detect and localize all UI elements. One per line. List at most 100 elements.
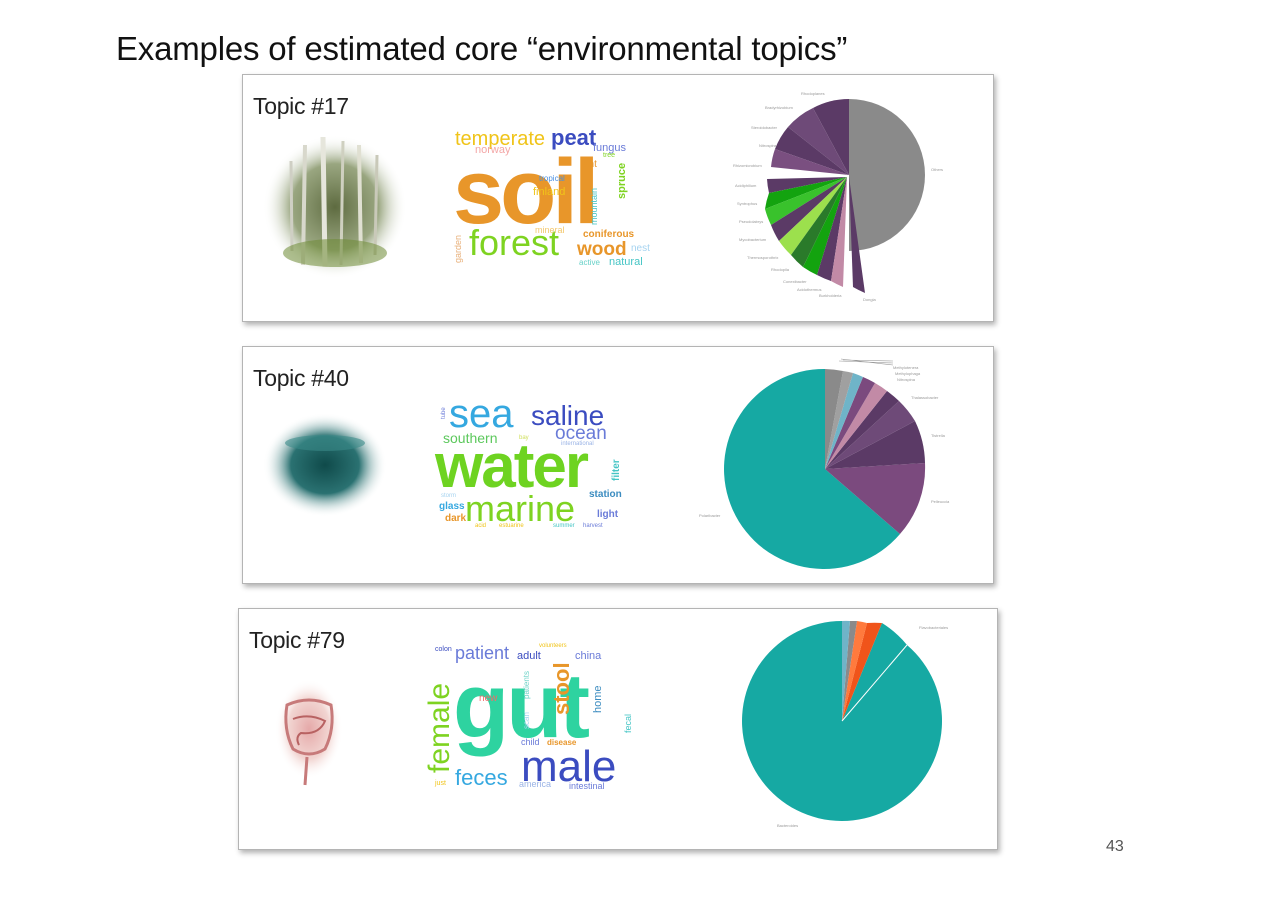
pie-slice — [771, 149, 849, 175]
pie-label: Bradyrhizobium — [765, 105, 793, 110]
word-just: just — [434, 780, 446, 787]
slide-page-number: 43 — [1106, 838, 1124, 855]
word-male: male — [521, 742, 616, 791]
word-child: child — [521, 737, 540, 747]
word-storm: storm — [441, 493, 456, 499]
pie-slice — [842, 621, 867, 721]
pie-slice — [842, 620, 850, 721]
pie-slice — [842, 622, 882, 721]
pie-label: Acidiphilium — [735, 183, 757, 188]
word-coniferous: coniferous — [583, 229, 635, 240]
word-harvest: harvest — [583, 523, 603, 529]
sea-photo-icon — [263, 413, 387, 517]
pie-slice-others — [849, 99, 925, 251]
pie-slice-pelleuccia — [825, 463, 926, 534]
pie-label: Polaribacter — [699, 513, 721, 518]
pie-label: Tistrella — [931, 433, 946, 438]
pie-slice — [771, 177, 847, 241]
word-intestinal: intestinal — [569, 781, 605, 791]
pie-slice-thalassobacter — [825, 401, 915, 469]
pie-label: Bacteroides — [777, 823, 798, 828]
word-international: international — [561, 441, 594, 447]
intestine-photo-icon — [275, 679, 343, 786]
pie-label: Mycobacterium — [739, 237, 767, 242]
word-feces: feces — [455, 765, 508, 790]
pie-slice — [813, 98, 849, 175]
word-finland: finland — [533, 186, 565, 198]
word-america: america — [519, 779, 551, 789]
topic-79-word-cloud: gut male female feces stool patient adul… — [423, 643, 633, 791]
pie-slice — [788, 108, 849, 175]
pie-label: Steroidobacter — [751, 125, 778, 130]
word-scan: scan — [522, 712, 531, 729]
pie-label: Thermosporothrix — [747, 255, 778, 260]
word-home: home — [592, 685, 604, 713]
word-volunteers: volunteers — [539, 643, 567, 649]
word-colon: colon — [435, 646, 452, 653]
word-tropical: tropical — [539, 174, 565, 183]
topic-40-figure: water sea saline ocean marine southern s… — [263, 358, 950, 569]
pie-slice — [842, 623, 907, 721]
word-marine: marine — [465, 488, 575, 529]
pie-label: Rhodopila — [771, 267, 790, 272]
word-patients: patients — [522, 671, 531, 699]
word-saline: saline — [531, 400, 604, 431]
pie-label: Pelleuccia — [931, 499, 950, 504]
pie-slice — [767, 177, 847, 193]
topic-40-pie-chart: Polaribacter Pelleuccia Tistrella Thalas… — [699, 358, 950, 569]
topic-79-figure: gut male female feces stool patient adul… — [275, 620, 948, 828]
pie-slice — [831, 177, 847, 287]
word-mountain: mountain — [589, 188, 599, 225]
topic-79-pie-chart: Flavobacteriales Bacteroides — [742, 620, 948, 828]
pie-slice — [803, 177, 847, 275]
topic-panel-17: soil forest temperate peat wood conifero… — [242, 74, 994, 322]
word-glass: glass — [439, 501, 465, 512]
word-dark: dark — [445, 513, 467, 524]
word-gut: gut — [453, 655, 589, 757]
word-nest: nest — [631, 243, 650, 254]
word-station: station — [589, 489, 622, 500]
topic-17-word-cloud: soil forest temperate peat wood conifero… — [453, 125, 650, 268]
word-fecal: fecal — [623, 714, 633, 733]
topic-40-title: Topic #40 — [253, 365, 349, 391]
topic-40-word-cloud: water sea saline ocean marine southern s… — [434, 392, 622, 529]
word-wood: wood — [576, 239, 627, 260]
pie-slice — [825, 373, 863, 469]
word-stool: stool — [549, 662, 574, 715]
word-acid: acid — [475, 523, 486, 529]
pie-label: Nitrospina — [897, 377, 916, 382]
slide-title: Examples of estimated core “environmenta… — [116, 30, 848, 67]
topic-17-title: Topic #17 — [253, 93, 349, 119]
topic-17-pie-chart: Others Rhodoplanes Bradyrhizobium Steroi… — [733, 91, 943, 302]
word-patient: patient — [455, 643, 509, 663]
word-new: new — [479, 693, 498, 704]
word-spruce: spruce — [616, 163, 628, 199]
topic-17-figure: soil forest temperate peat wood conifero… — [263, 91, 943, 302]
word-southern: southern — [443, 430, 497, 446]
pie-label: Dongia — [863, 297, 876, 302]
pie-slice — [817, 177, 847, 281]
pie-slice — [842, 620, 857, 721]
pie-label: Pseudolabrys — [739, 219, 763, 224]
word-china: china — [575, 650, 602, 662]
pie-label: Rhizomicrobium — [733, 163, 762, 168]
pie-slice — [849, 177, 865, 293]
word-peat: peat — [551, 125, 597, 150]
word-fungus: fungus — [593, 142, 627, 154]
word-water: water — [434, 432, 589, 501]
word-ant: ant — [583, 159, 597, 170]
word-garden: garden — [453, 235, 463, 263]
pie-label: Methylophaga — [895, 371, 921, 376]
pie-label: Syntrophus — [737, 201, 757, 206]
word-adult: adult — [517, 650, 541, 662]
word-bay: bay — [519, 435, 529, 441]
pie-label: Burkholderia — [819, 293, 842, 298]
word-mineral: mineral — [535, 225, 565, 235]
pie-slice — [765, 177, 847, 225]
pie-label: Conexibacter — [783, 279, 807, 284]
pie-label: Others — [931, 167, 943, 172]
pie-slice — [791, 177, 847, 267]
pie-label: Nitrospira — [759, 143, 777, 148]
pie-label: Thalassobacter — [911, 395, 939, 400]
pie-slice — [825, 371, 853, 469]
